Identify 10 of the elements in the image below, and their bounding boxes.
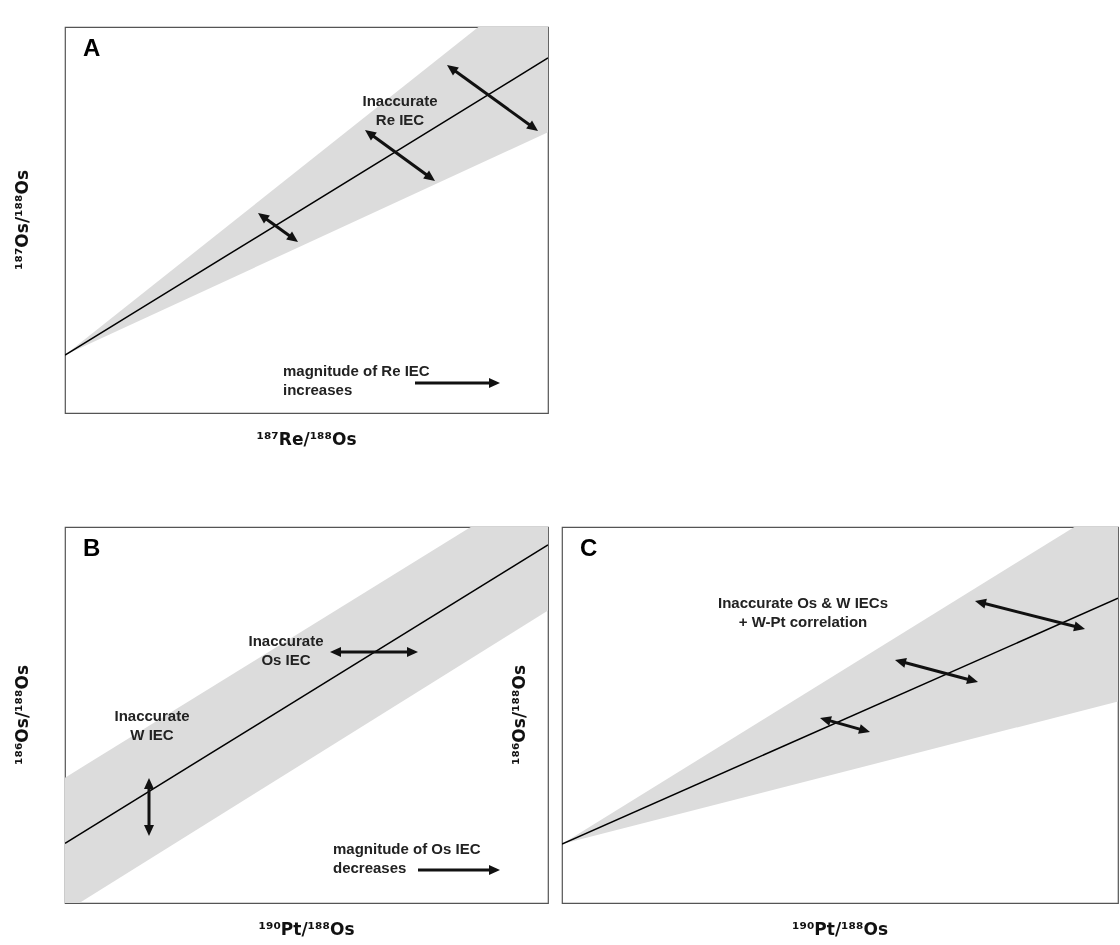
text: magnitude of Re IEC increases <box>283 362 430 398</box>
x-axis-title: ¹⁹⁰Pt/¹⁸⁸Os <box>791 919 889 939</box>
x-axis-title: ¹⁹⁰Pt/¹⁸⁸Os <box>258 919 355 939</box>
y-axis-title: ¹⁸⁷Os/¹⁸⁸Os <box>12 169 32 271</box>
annotation: Inaccurate Re IEC <box>362 92 438 128</box>
x-axis-title: ¹⁸⁷Re/¹⁸⁸Os <box>256 429 357 449</box>
chart-title: A <box>83 34 101 61</box>
annotation: Inaccurate Os & W IECs + W-Pt correlation <box>717 594 889 630</box>
y-axis-title: ¹⁸⁶Os/¹⁸⁸Os <box>12 664 32 766</box>
chart-title: C <box>580 534 598 561</box>
